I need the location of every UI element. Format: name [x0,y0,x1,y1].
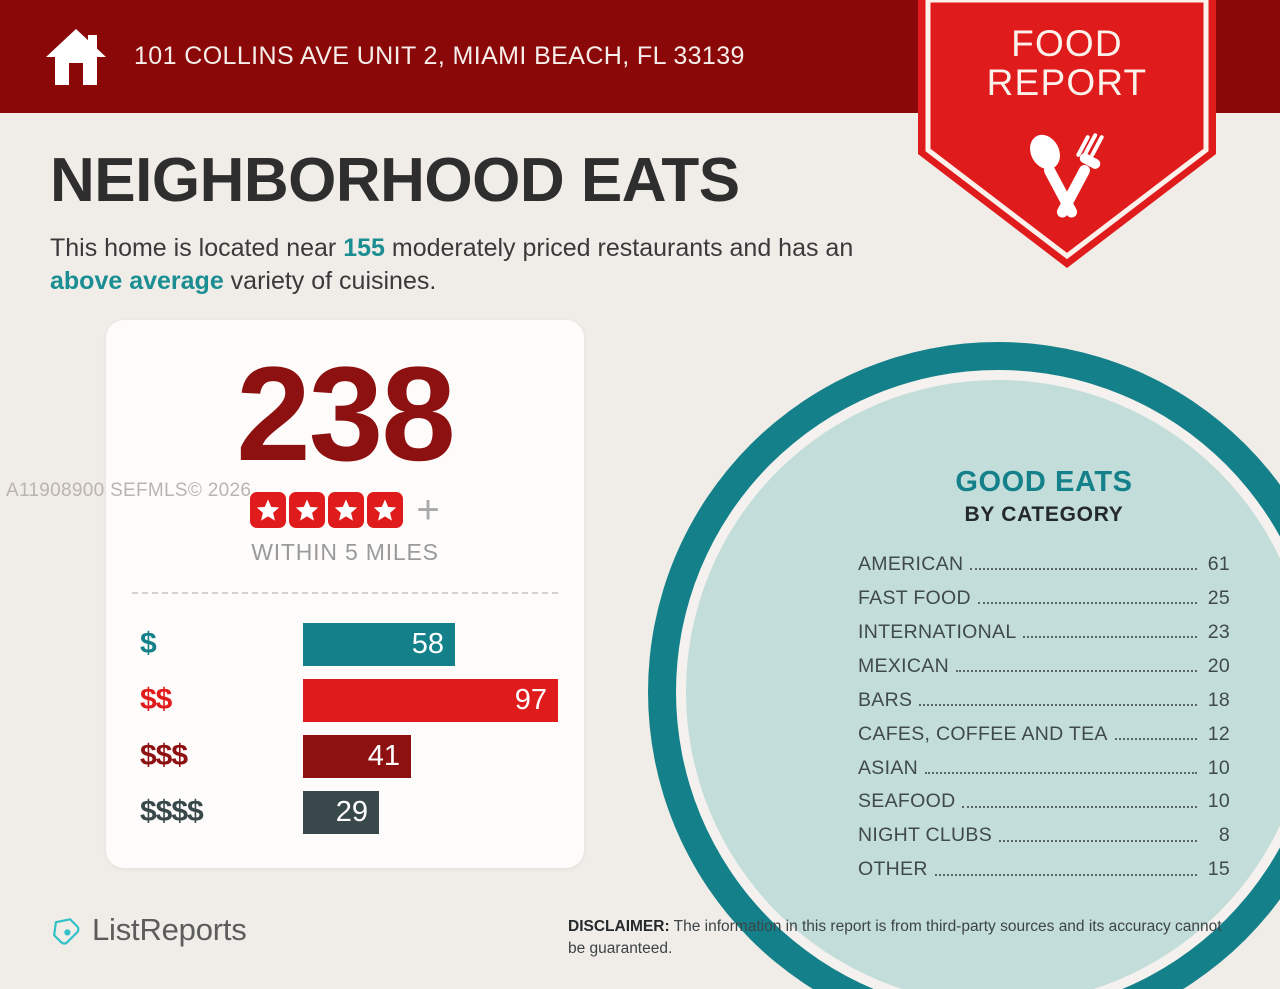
star-icon [250,492,287,528]
category-value: 25 [1207,586,1230,609]
category-leader-dots [962,805,1197,808]
category-label: FAST FOOD [858,586,971,609]
listreports-logo[interactable]: ListReports [48,912,247,948]
price-level-bar: 58 [303,622,455,666]
category-row: BARS 18 [858,689,1230,711]
listreports-logo-text: ListReports [92,912,247,947]
header-bar: 101 COLLINS AVE UNIT 2, MIAMI BEACH, FL … [0,0,900,113]
category-label: NIGHT CLUBS [858,824,993,847]
card-divider [132,592,558,594]
price-level-label: $$$ [140,739,188,772]
category-row: FAST FOOD 25 [858,587,1230,609]
mls-watermark: A11908900 SEFMLS© 2026 [6,480,252,501]
listreports-house-tag-icon [53,917,80,945]
category-leader-dots [925,771,1197,774]
price-level-bar-chart: $58 $$ 97 $$$ 41 $$$$ 29 [106,616,584,840]
category-label: AMERICAN [858,553,964,575]
star-rating: + [106,488,584,532]
category-label: BARS [858,688,913,711]
price-level-label: $$ [140,683,172,716]
disclaimer-text: The information in this report is from t… [568,918,1222,957]
category-value: 12 [1207,722,1230,745]
price-level-bar: 29 [303,790,379,834]
price-level-bar: 41 [303,734,411,778]
category-row: NIGHT CLUBS 8 [858,824,1230,846]
category-value: 18 [1207,688,1230,711]
category-leader-dots [1114,738,1197,741]
disclaimer: DISCLAIMER: The information in this repo… [568,916,1228,960]
category-leader-dots [934,873,1197,876]
star-icon [289,492,326,528]
category-row: ASIAN 10 [858,757,1230,779]
badge-pennant-shape [918,0,1216,268]
category-label: CAFES, COFFEE AND TEA [858,722,1108,745]
star-icon [328,492,365,528]
star-plus-sign: + [416,488,440,532]
badge-line-1: FOOD [1011,23,1123,64]
category-label: ASIAN [858,756,919,779]
category-leader-dots [977,602,1197,605]
price-level-row: $58 [106,616,584,672]
category-value: 8 [1218,824,1230,847]
price-level-label: $$$$ [140,795,204,828]
category-row: AMERICAN 61 [858,553,1230,575]
good-eats-title: GOOD EATS [955,466,1133,498]
food-report-badge: FOOD REPORT [918,0,1216,268]
category-label: OTHER [858,858,928,881]
spoon-fork-icon [1030,133,1104,218]
good-eats-panel: GOOD EATS BY CATEGORY AMERICAN 61 FAST FOO… [858,466,1230,892]
subtitle-part-1: This home is located near [50,234,344,262]
category-row: MEXICAN 20 [858,655,1230,677]
category-leader-dots [970,568,1197,571]
price-level-row: $$ 97 [106,672,584,728]
disclaimer-label: DISCLAIMER: [568,918,670,935]
teal-circle-fill [686,380,1280,989]
category-leader-dots [919,704,1197,707]
price-level-bar: 97 [303,678,558,722]
category-row: OTHER 15 [858,858,1230,880]
category-value: 61 [1207,553,1230,575]
category-leader-dots [955,670,1197,673]
category-label: MEXICAN [858,654,949,677]
star-icon [367,492,404,528]
restaurant-count-card: 238 + WITHIN 5 MILES $58 $$ 97 $$$ 41 $$$$ 29 [106,320,584,868]
restaurant-count: 238 [236,340,456,489]
good-eats-list: AMERICAN 61 FAST FOOD 25 INTERNATIONAL 23 MEXI… [858,553,1230,881]
category-label: INTERNATIONAL [858,620,1017,643]
category-leader-dots [1023,636,1197,639]
badge-label: FOOD REPORT [918,23,1216,104]
badge-line-2: REPORT [986,62,1148,104]
category-value: 15 [1207,858,1230,881]
price-level-row: $$$ 41 [106,728,584,784]
category-label: SEAFOOD [858,790,956,813]
category-value: 10 [1207,790,1230,813]
category-row: CAFES, COFFEE AND TEA 12 [858,723,1230,745]
category-value: 10 [1207,756,1230,779]
subtitle-part-3: variety of cuisines. [223,267,437,295]
property-address: 101 COLLINS AVE UNIT 2, MIAMI BEACH, FL … [134,42,745,70]
category-row: INTERNATIONAL 23 [858,621,1230,643]
subtitle-highlight-variety: above average [50,267,224,295]
category-leader-dots [999,839,1197,842]
page-title: NEIGHBORHOOD EATS [50,146,740,215]
subtitle-highlight-count: 155 [343,234,385,262]
radius-label: WITHIN 5 MILES [251,539,439,565]
home-icon [46,28,106,85]
price-level-row: $$$$ 29 [106,784,584,840]
category-value: 20 [1207,654,1230,677]
category-row: SEAFOOD 10 [858,790,1230,812]
category-value: 23 [1207,620,1230,643]
page-subtitle: This home is located near 155 moderately… [50,232,900,298]
subtitle-part-2: moderately priced restaurants and has an [384,234,854,262]
good-eats-subtitle: BY CATEGORY [964,503,1124,526]
price-level-label: $ [140,627,157,660]
